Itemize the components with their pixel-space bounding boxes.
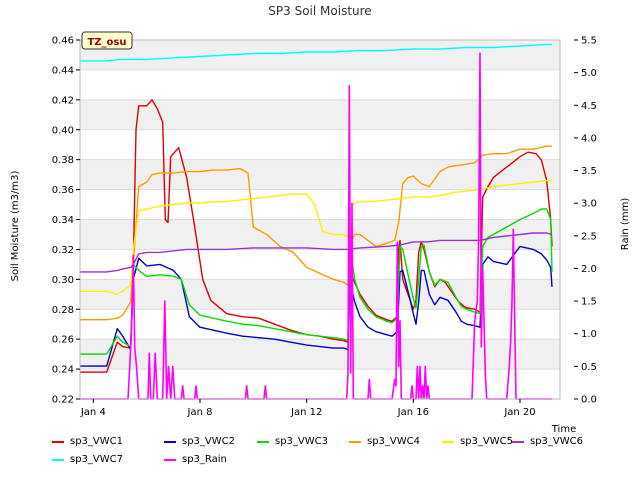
legend-swatch: [442, 440, 454, 443]
x-tick-label: Jan 16: [397, 407, 429, 418]
legend-item-sp3_VWC2: sp3_VWC2: [164, 436, 235, 447]
station-badge-label: TZ_osu: [87, 37, 126, 48]
y-axis-label: Soil Moisture (m3/m3): [10, 171, 21, 282]
plot-band: [80, 99, 560, 130]
legend-item-sp3_VWC4: sp3_VWC4: [349, 436, 420, 447]
y-tick-label: 0.34: [52, 215, 74, 226]
y-tick-label: 0.36: [52, 185, 74, 196]
x-axis: Jan 4 Jan 8 Jan 12 Jan 16 Jan 20: [80, 399, 536, 418]
plot-band: [80, 369, 560, 399]
y-tick-label: 0.22: [52, 395, 74, 406]
plot-band: [80, 40, 560, 70]
y2-tick-label: 4.5: [581, 101, 597, 112]
y2-tick-label: 5.5: [581, 36, 597, 47]
y2-tick-label: 0.5: [581, 362, 597, 373]
y-tick-label: 0.44: [52, 65, 74, 76]
legend-label: sp3_VWC2: [182, 436, 235, 447]
y2-axis-label: Rain (mm): [620, 198, 631, 251]
y-axis-left: 0.22 0.24 0.26 0.28 0.30 0.32 0.34 0.36 0.38 0.40…: [52, 36, 80, 406]
legend-item-sp3_VWC6: sp3_VWC6: [512, 436, 583, 447]
legend-swatch: [257, 440, 269, 443]
series-layer: [80, 43, 553, 400]
x-axis-label: Time: [551, 424, 576, 435]
legend-swatch: [164, 458, 176, 461]
legend-item-sp3_VWC7: sp3_VWC7: [52, 454, 123, 465]
y-tick-label: 0.42: [52, 95, 74, 106]
plot-band: [80, 249, 560, 280]
x-tick-label: Jan 8: [187, 407, 213, 418]
plot-band: [80, 309, 560, 340]
y-tick-label: 0.32: [52, 245, 74, 256]
plot-band: [80, 279, 560, 310]
y2-tick-label: 4.0: [581, 133, 597, 144]
y2-tick-label: 1.5: [581, 297, 597, 308]
plot-band: [80, 339, 560, 370]
legend-swatch: [512, 440, 524, 443]
y-tick-label: 0.38: [52, 155, 74, 166]
plot-band: [80, 69, 560, 100]
series-line-sp3_Rain: [80, 52, 552, 400]
series-line-sp3_VWC7: [80, 43, 552, 62]
station-badge: TZ_osu: [81, 31, 133, 50]
y-tick-label: 0.30: [52, 275, 74, 286]
legend-swatch: [52, 440, 64, 443]
legend-item-sp3_VWC5: sp3_VWC5: [442, 436, 513, 447]
y2-tick-label: 0.0: [581, 395, 597, 406]
legend-label: sp3_VWC6: [530, 436, 583, 447]
legend-label: sp3_VWC1: [70, 436, 123, 447]
series-line-sp3_VWC6: [80, 232, 553, 273]
y2-tick-label: 2.5: [581, 231, 597, 242]
x-tick-label: Jan 12: [290, 407, 322, 418]
y-axis-right: 0.0 0.5 1.0 1.5 2.0 2.5 3.0 3.5 4.0 4.5 5.0 5.5: [574, 36, 597, 406]
legend-swatch: [349, 440, 361, 443]
legend-swatch: [164, 440, 176, 443]
chart-title: SP3 Soil Moisture: [268, 4, 371, 18]
y2-tick-label: 2.0: [581, 264, 597, 275]
legend-label: sp3_VWC3: [275, 436, 328, 447]
y-tick-label: 0.40: [52, 125, 74, 136]
series-line-sp3_VWC1: [80, 99, 553, 373]
legend-item-sp3_VWC3: sp3_VWC3: [257, 436, 328, 447]
legend-swatch: [52, 458, 64, 461]
plot-band: [80, 189, 560, 220]
legend-label: sp3_VWC5: [460, 436, 513, 447]
series-line-sp3_VWC5: [80, 179, 552, 295]
y-tick-label: 0.26: [52, 335, 74, 346]
x-tick-label: Jan 20: [503, 407, 535, 418]
plot-band: [80, 129, 560, 160]
y-tick-label: 0.28: [52, 305, 74, 316]
legend-label: sp3_VWC4: [367, 436, 420, 447]
y2-tick-label: 3.5: [581, 166, 597, 177]
y2-tick-label: 3.0: [581, 199, 597, 210]
legend-label: sp3_Rain: [182, 454, 227, 465]
legend-label: sp3_VWC7: [70, 454, 123, 465]
y2-tick-label: 1.0: [581, 329, 597, 340]
y-tick-label: 0.24: [52, 365, 74, 376]
x-tick-label: Jan 4: [80, 407, 106, 418]
y-tick-label: 0.46: [52, 36, 74, 47]
legend-item-sp3_VWC1: sp3_VWC1: [52, 436, 123, 447]
legend-item-sp3_Rain: sp3_Rain: [164, 454, 227, 465]
y2-tick-label: 5.0: [581, 68, 597, 79]
